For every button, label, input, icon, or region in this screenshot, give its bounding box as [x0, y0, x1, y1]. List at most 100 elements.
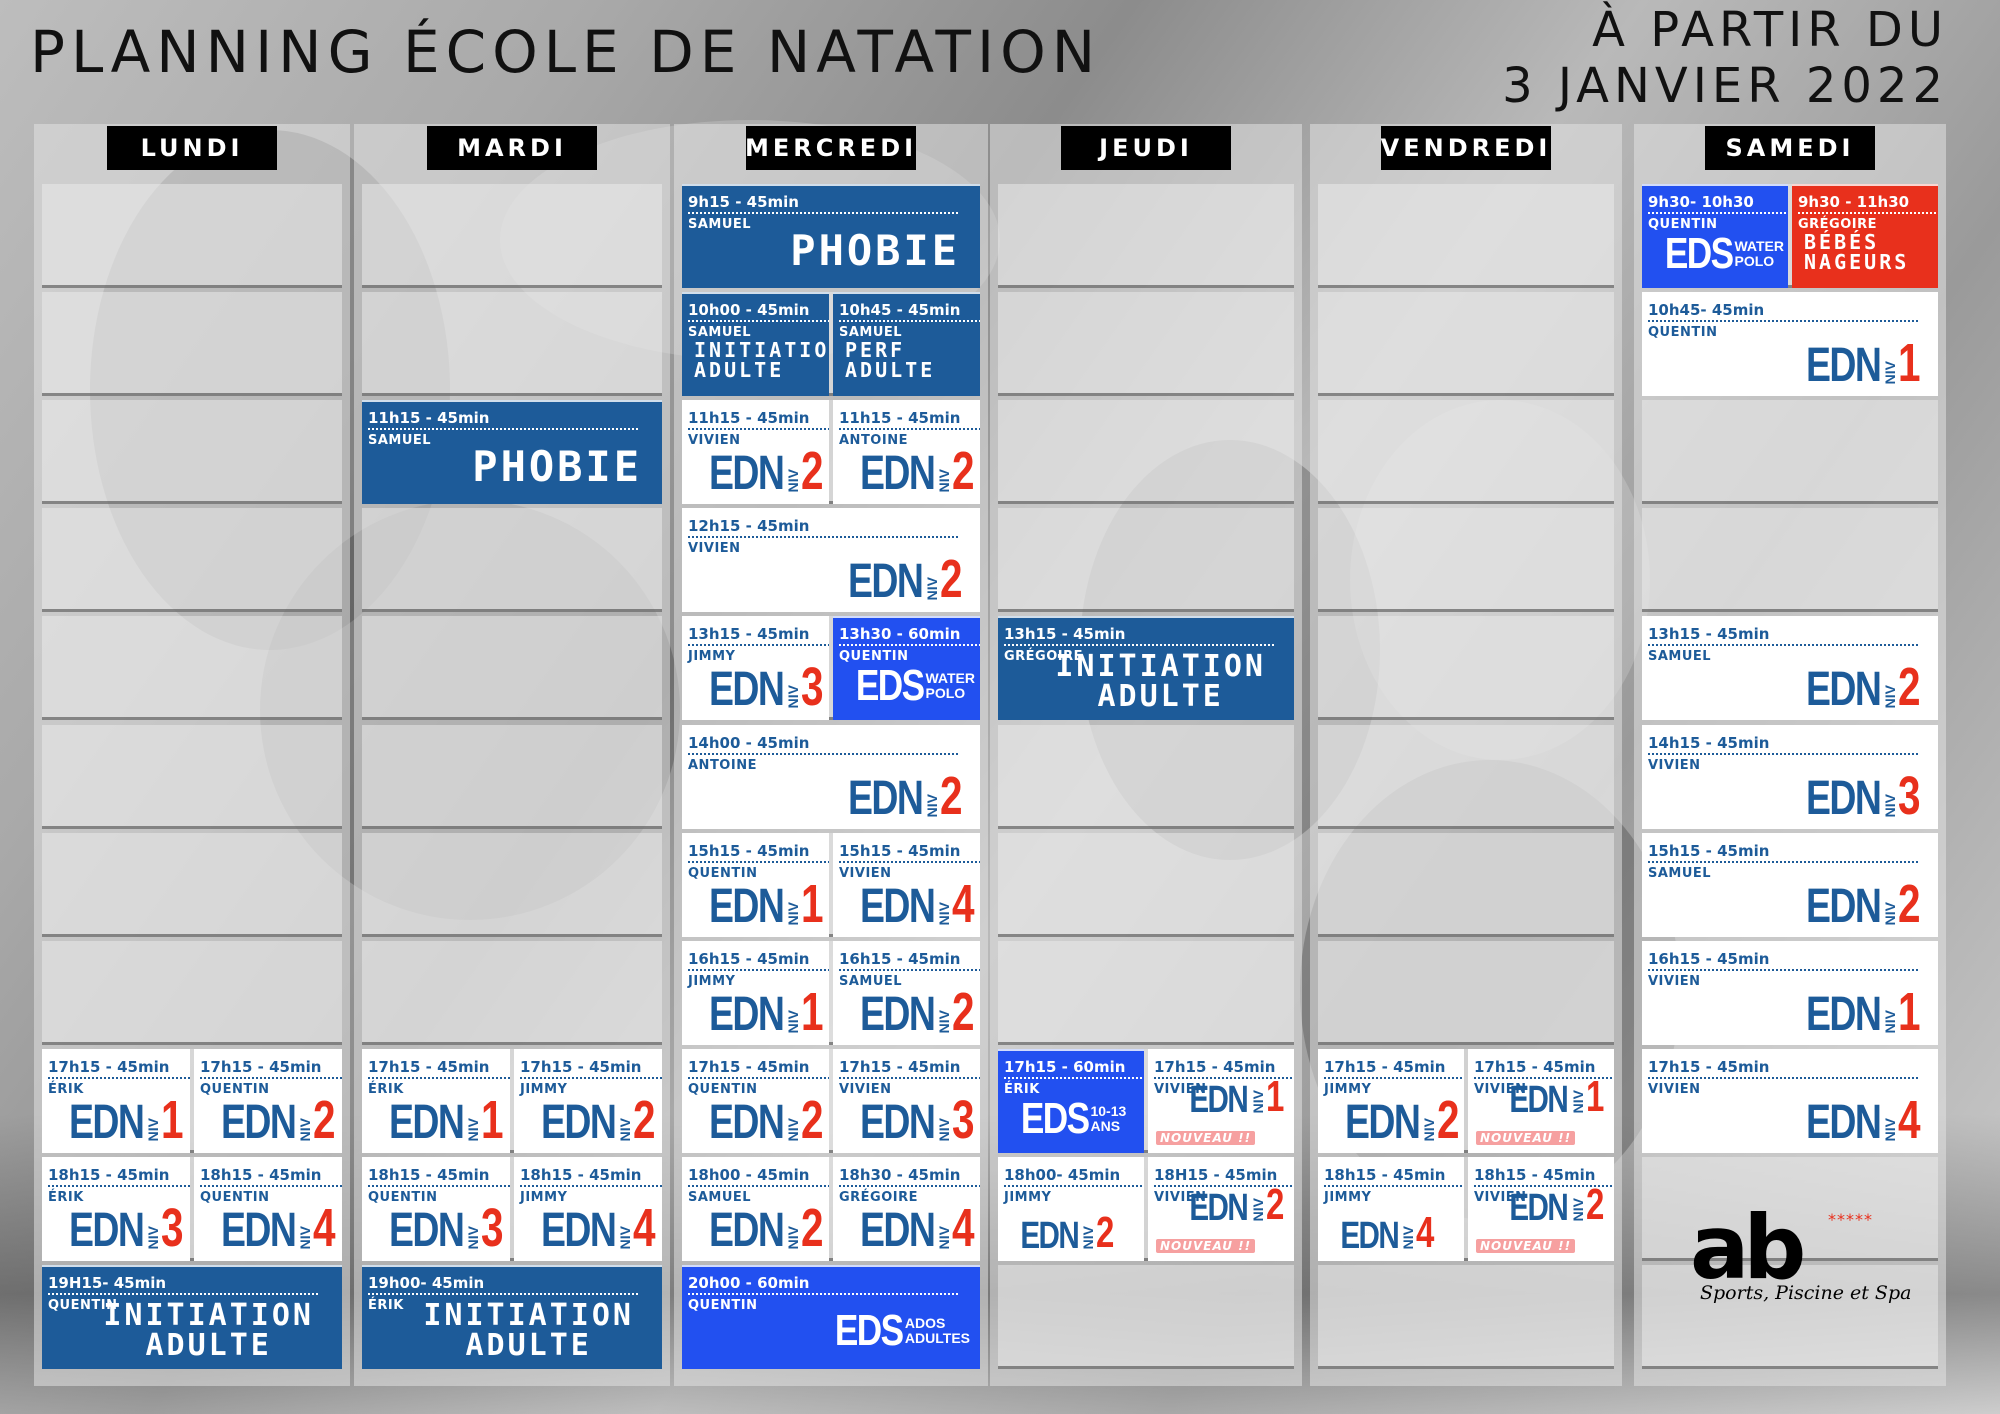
class-card-mer-1715a[interactable]: 17h15 - 45min QUENTIN EDN NIV 2	[682, 1049, 829, 1153]
class-card-lun-1715b[interactable]: 17h15 - 45min QUENTIN EDN NIV 2	[194, 1049, 342, 1153]
class-card-jeu-1715[interactable]: 17h15 - 45min VIVIEN EDN NIV 1 NOUVEAU !!	[1148, 1049, 1294, 1153]
edn-text: EDN	[1020, 1215, 1079, 1257]
niv-text: NIV	[1080, 1225, 1097, 1249]
class-card-ven-1715b[interactable]: 17h15 - 45min VIVIEN EDN NIV 1 NOUVEAU !!	[1468, 1049, 1614, 1153]
class-card-mer-1615b[interactable]: 16h15 - 45min SAMUEL EDN NIV 2	[833, 941, 980, 1045]
class-card-sam-1715[interactable]: 17h15 - 45min VIVIEN EDN NIV 4	[1642, 1049, 1938, 1153]
edn-level-badge: EDN NIV 3	[368, 1201, 510, 1255]
level-number: 4	[633, 1198, 656, 1258]
time-slot	[1318, 292, 1614, 396]
niv-text: NIV	[1881, 1117, 1898, 1141]
niv-text: NIV	[785, 901, 802, 925]
class-card-mer-1115b[interactable]: 11h15 - 45min ANTOINE EDN NIV 2	[833, 400, 980, 504]
level-number: 3	[801, 657, 824, 717]
eds-subtitle-line1: 10-13	[1090, 1103, 1127, 1119]
instructor-name: JIMMY	[520, 1082, 568, 1097]
class-card-mar-phobie[interactable]: 11h15 - 45min SAMUEL PHOBIE	[362, 400, 662, 504]
level-number: 2	[313, 1090, 336, 1150]
class-card-sam-wp[interactable]: 9h30- 10h30 QUENTIN EDS WATER POLO	[1642, 184, 1788, 288]
class-card-mar-ini[interactable]: 19h00- 45min ÉRIK INITIATION ADULTE	[362, 1265, 662, 1369]
class-time: 18h30 - 45min	[839, 1166, 980, 1187]
instructor-name: QUENTIN	[839, 649, 909, 664]
edn-level-badge: EDN NIV 3	[839, 1093, 980, 1147]
class-card-lun-1815a[interactable]: 18h15 - 45min ÉRIK EDN NIV 3	[42, 1157, 190, 1261]
class-card-mer-perf[interactable]: 10h45 - 45min SAMUEL PERF ADULTE	[833, 292, 980, 396]
eds-subtitle-line2: ADULTES	[904, 1330, 970, 1346]
niv-text: NIV	[1881, 901, 1898, 925]
edn-text: EDN	[859, 1096, 936, 1149]
class-time: 9h15 - 45min	[688, 193, 958, 214]
class-card-jeu-1800[interactable]: 18h00- 45min JIMMY EDN NIV 2	[998, 1157, 1144, 1261]
edn-text: EDN	[68, 1096, 145, 1149]
class-card-mer-1315[interactable]: 13h15 - 45min JIMMY EDN NIV 3	[682, 616, 829, 720]
class-time: 10h00 - 45min	[688, 301, 829, 322]
edn-level-badge: EDN NIV 2	[1785, 660, 1928, 714]
class-card-lun-1815b[interactable]: 18h15 - 45min QUENTIN EDN NIV 4	[194, 1157, 342, 1261]
class-card-sam-1045[interactable]: 10h45- 45min QUENTIN EDN NIV 1	[1642, 292, 1938, 396]
logo-stars: *****	[1828, 1210, 1873, 1229]
class-card-mer-1830[interactable]: 18h30 - 45min GRÉGOIRE EDN NIV 4	[833, 1157, 980, 1261]
class-card-sam-1315[interactable]: 13h15 - 45min SAMUEL EDN NIV 2	[1642, 616, 1938, 720]
time-slot	[1642, 1157, 1938, 1261]
eds-badge: EDS 10-13 ANS	[1004, 1097, 1126, 1141]
class-card-mer-phobie[interactable]: 9h15 - 45min SAMUEL PHOBIE	[682, 184, 980, 288]
class-card-mar-1815a[interactable]: 18h15 - 45min QUENTIN EDN NIV 3	[362, 1157, 510, 1261]
class-card-mer-1515a[interactable]: 15h15 - 45min QUENTIN EDN NIV 1	[682, 833, 829, 937]
class-card-mer-1800[interactable]: 18h00 - 45min SAMUEL EDN NIV 2	[682, 1157, 829, 1261]
class-card-jeu-ini[interactable]: 13h15 - 45min GRÉGOIRE INITIATION ADULTE	[998, 616, 1294, 720]
instructor-name: VIVIEN	[1474, 1082, 1527, 1097]
time-slot	[42, 833, 342, 937]
class-card-jeu-1815[interactable]: 18H15 - 45min VIVIEN EDN NIV 2 NOUVEAU !!	[1148, 1157, 1294, 1261]
class-card-mar-1715b[interactable]: 17h15 - 45min JIMMY EDN NIV 2	[514, 1049, 662, 1153]
edn-text: EDN	[708, 447, 785, 500]
class-card-lun-ini[interactable]: 19H15- 45min QUENTIN INITIATION ADULTE	[42, 1265, 342, 1369]
class-card-mer-ini[interactable]: 10h00 - 45min SAMUELINITIATIONADULTE	[682, 292, 829, 396]
edn-text: EDN	[388, 1204, 465, 1257]
class-card-mer-1400[interactable]: 14h00 - 45min ANTOINE EDN NIV 2	[682, 725, 980, 829]
eds-subtitle-line1: WATER	[925, 670, 975, 686]
start-date-line2: 3 JANVIER 2022	[1502, 58, 1948, 114]
class-card-jeu-eds[interactable]: 17h15 - 60min ÉRIK EDS 10-13 ANS	[998, 1049, 1144, 1153]
class-card-sam-1415[interactable]: 14h15 - 45min VIVIEN EDN NIV 3	[1642, 725, 1938, 829]
class-card-ven-1815b[interactable]: 18h15 - 45min VIVIEN EDN NIV 2 NOUVEAU !!	[1468, 1157, 1614, 1261]
niv-text: NIV	[617, 1117, 634, 1141]
class-card-sam-1515[interactable]: 15h15 - 45min SAMUEL EDN NIV 2	[1642, 833, 1938, 937]
time-slot	[362, 616, 662, 720]
time-slot	[1318, 833, 1614, 937]
class-card-sam-1615[interactable]: 16h15 - 45min VIVIEN EDN NIV 1	[1642, 941, 1938, 1045]
level-number: 2	[801, 1198, 824, 1258]
niv-text: NIV	[936, 901, 953, 925]
niv-text: NIV	[1569, 1197, 1586, 1221]
time-slot	[42, 725, 342, 829]
instructor-name: SAMUEL	[688, 325, 752, 340]
time-slot	[1318, 184, 1614, 288]
class-card-mar-1715a[interactable]: 17h15 - 45min ÉRIK EDN NIV 1	[362, 1049, 510, 1153]
class-label: PERF ADULTE	[845, 340, 935, 380]
niv-text: NIV	[1400, 1225, 1417, 1249]
time-slot	[42, 292, 342, 396]
class-card-mer-1615a[interactable]: 16h15 - 45min JIMMY EDN NIV 1	[682, 941, 829, 1045]
class-label-line1: INITIATION	[694, 338, 829, 362]
class-card-mer-1515b[interactable]: 15h15 - 45min VIVIEN EDN NIV 4	[833, 833, 980, 937]
eds-text: EDS	[1020, 1094, 1090, 1143]
class-card-mer-1715b[interactable]: 17h15 - 45min VIVIEN EDN NIV 3	[833, 1049, 980, 1153]
class-card-mer-1115a[interactable]: 11h15 - 45min VIVIEN EDN NIV 2	[682, 400, 829, 504]
class-card-mer-1215[interactable]: 12h15 - 45min VIVIEN EDN NIV 2	[682, 508, 980, 612]
edn-text: EDN	[847, 555, 924, 608]
edn-level-badge: EDN NIV 1	[688, 985, 829, 1039]
class-card-mar-1815b[interactable]: 18h15 - 45min JIMMY EDN NIV 4	[514, 1157, 662, 1261]
class-label-line2: ADULTE	[694, 358, 785, 382]
level-number: 4	[1897, 1090, 1921, 1150]
time-slot	[1642, 400, 1938, 504]
instructor-name: ÉRIK	[48, 1082, 84, 1097]
class-card-mer-eds[interactable]: 20h00 - 60min QUENTIN EDS ADOS ADULTES	[682, 1265, 980, 1369]
class-card-mer-wp[interactable]: 13h30 - 60min QUENTIN EDS WATER POLO	[833, 616, 980, 720]
class-card-ven-1715a[interactable]: 17h15 - 45min JIMMY EDN NIV 2	[1318, 1049, 1464, 1153]
edn-level-badge: EDN NIV 3	[48, 1201, 190, 1255]
eds-badge: EDS WATER POLO	[1648, 232, 1784, 276]
class-card-ven-1815a[interactable]: 18h15 - 45min JIMMY EDN NIV 4	[1318, 1157, 1464, 1261]
class-card-sam-bb[interactable]: 9h30 - 11h30 GRÉGOIRE BÉBÉS NAGEURS	[1792, 184, 1938, 288]
class-time: 13h15 - 45min	[1004, 625, 1275, 646]
class-card-lun-1715a[interactable]: 17h15 - 45min ÉRIK EDN NIV 1	[42, 1049, 190, 1153]
